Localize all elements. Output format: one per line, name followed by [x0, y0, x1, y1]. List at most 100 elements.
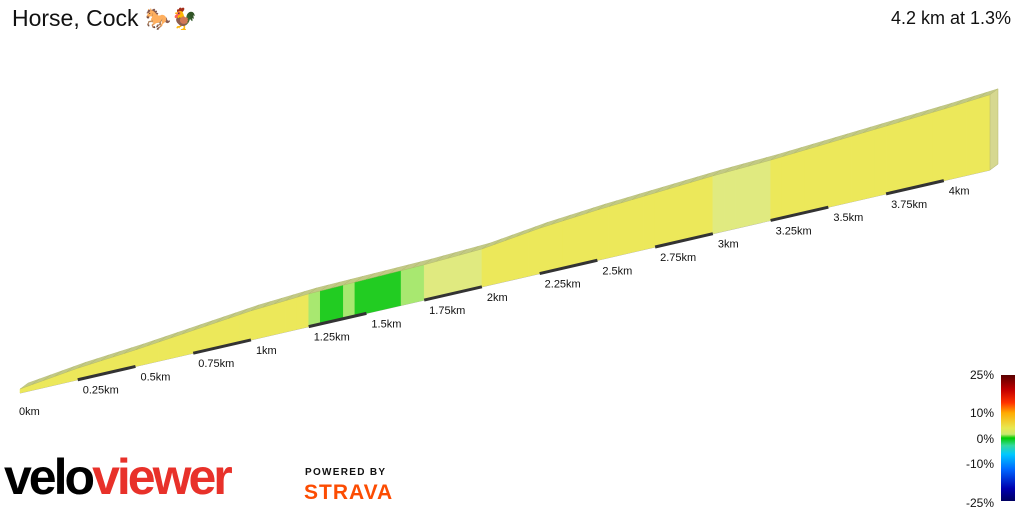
profile-segment: [908, 115, 921, 189]
profile-segment: [550, 220, 563, 272]
legend-label-0: 0%: [976, 432, 994, 446]
x-tick-label: 3.25km: [776, 225, 812, 237]
profile-segment: [851, 132, 864, 203]
page-title: Horse, Cock 🐎🐓: [12, 5, 197, 32]
profile-segment: [343, 281, 356, 319]
profile-segment: [701, 175, 714, 237]
profile-segment: [966, 98, 979, 176]
route-summary: 4.2 km at 1.3%: [890, 8, 1011, 28]
profile-segment: [932, 108, 945, 184]
profile-segment: [712, 172, 725, 235]
legend-label-25: 25%: [969, 368, 994, 382]
profile-segment: [504, 236, 517, 282]
profile-segment: [724, 169, 737, 232]
gradient-legend-bar: [1001, 375, 1015, 501]
profile-segment: [377, 273, 390, 312]
profile-segment: [447, 255, 460, 296]
profile-segment: [943, 105, 956, 181]
profile-segment: [239, 310, 252, 343]
profile-segment: [793, 149, 806, 216]
x-tick-label: 2.75km: [660, 252, 696, 264]
x-tick-label: 4km: [949, 186, 970, 198]
profile-segment: [285, 296, 298, 333]
x-tick-label: 1.75km: [429, 305, 465, 317]
km-marker-bar: [770, 205, 829, 222]
x-tick-label: 3.75km: [891, 199, 927, 211]
profile-segment: [516, 232, 529, 280]
profile-segment: [539, 224, 552, 274]
logo-part-velo: velo: [4, 449, 95, 505]
profile-segment: [354, 279, 367, 317]
x-tick-label: 0km: [19, 406, 40, 418]
profile-segment: [631, 196, 644, 253]
profile-segment: [620, 199, 633, 256]
profile-segment: [562, 216, 575, 269]
profile-segment: [885, 122, 898, 195]
profile-segment: [735, 166, 748, 229]
profile-segment: [643, 192, 656, 250]
legend-label-10: 10%: [969, 406, 994, 420]
veloviewer-logo[interactable]: veloviewer: [4, 449, 233, 505]
profile-segment: [435, 258, 448, 298]
profile-segment: [319, 287, 333, 325]
profile-segment: [481, 244, 494, 288]
profile-segment: [574, 213, 587, 266]
horse-rooster-icon: 🐎🐓: [144, 8, 198, 31]
profile-segment: [192, 326, 206, 354]
profile-end-cap: [989, 88, 999, 171]
x-tick-label: 1km: [256, 345, 277, 357]
km-marker-bar: [192, 338, 252, 355]
profile-segment: [816, 142, 829, 211]
x-tick-label: 2.5km: [602, 265, 632, 277]
profile-segment: [169, 333, 182, 359]
x-tick-label: 0.25km: [83, 385, 119, 397]
profile-segment: [597, 206, 610, 261]
profile-segment: [204, 322, 217, 351]
x-tick-label: 2.25km: [545, 279, 581, 291]
x-tick-label: 2km: [487, 292, 508, 304]
profile-segment: [423, 261, 436, 301]
profile-segment: [955, 101, 968, 179]
profile-segment: [181, 330, 194, 357]
profile-segment: [216, 318, 229, 349]
km-marker-bar: [539, 258, 598, 275]
profile-segment: [920, 112, 933, 187]
km-marker-bar: [423, 285, 483, 302]
profile-segment: [677, 182, 691, 242]
profile-segment: [781, 153, 794, 219]
profile-segment: [654, 189, 667, 248]
profile-segment: [470, 248, 483, 290]
profile-segment: [412, 264, 425, 304]
profile-segment: [608, 202, 621, 258]
profile-segment: [839, 136, 852, 205]
profile-segment: [666, 185, 679, 245]
legend-label-neg25: -25%: [965, 496, 994, 510]
profile-segment: [250, 307, 263, 341]
strava-logo[interactable]: STRAVA: [304, 481, 394, 504]
profile-segment: [296, 293, 309, 330]
profile-segment: [493, 240, 506, 285]
x-tick-label: 0.5km: [140, 371, 170, 383]
profile-segment: [227, 314, 240, 346]
logo-part-viewer: viewer: [92, 449, 233, 505]
powered-by-label: POWERED BY: [305, 467, 387, 478]
legend-label-neg10: -10%: [965, 457, 994, 471]
profile-segment: [458, 251, 471, 293]
profile-segment: [308, 290, 321, 327]
x-tick-label: 1.5km: [371, 318, 401, 330]
x-tick-label: 1.25km: [314, 332, 350, 344]
profile-segment: [897, 118, 910, 192]
profile-segment: [758, 159, 771, 224]
profile-segment: [689, 179, 702, 240]
title-text: Horse, Cock: [12, 5, 139, 31]
profile-segment: [862, 129, 875, 200]
x-tick-label: 3km: [718, 239, 739, 251]
km-marker-bar: [77, 364, 136, 382]
profile-segment: [331, 284, 344, 322]
km-marker-bar: [885, 179, 945, 196]
profile-segment: [828, 139, 841, 208]
profile-segment: [389, 270, 402, 309]
km-marker-bar: [654, 232, 714, 249]
profile-segment: [747, 163, 760, 227]
profile-segment: [874, 125, 887, 197]
